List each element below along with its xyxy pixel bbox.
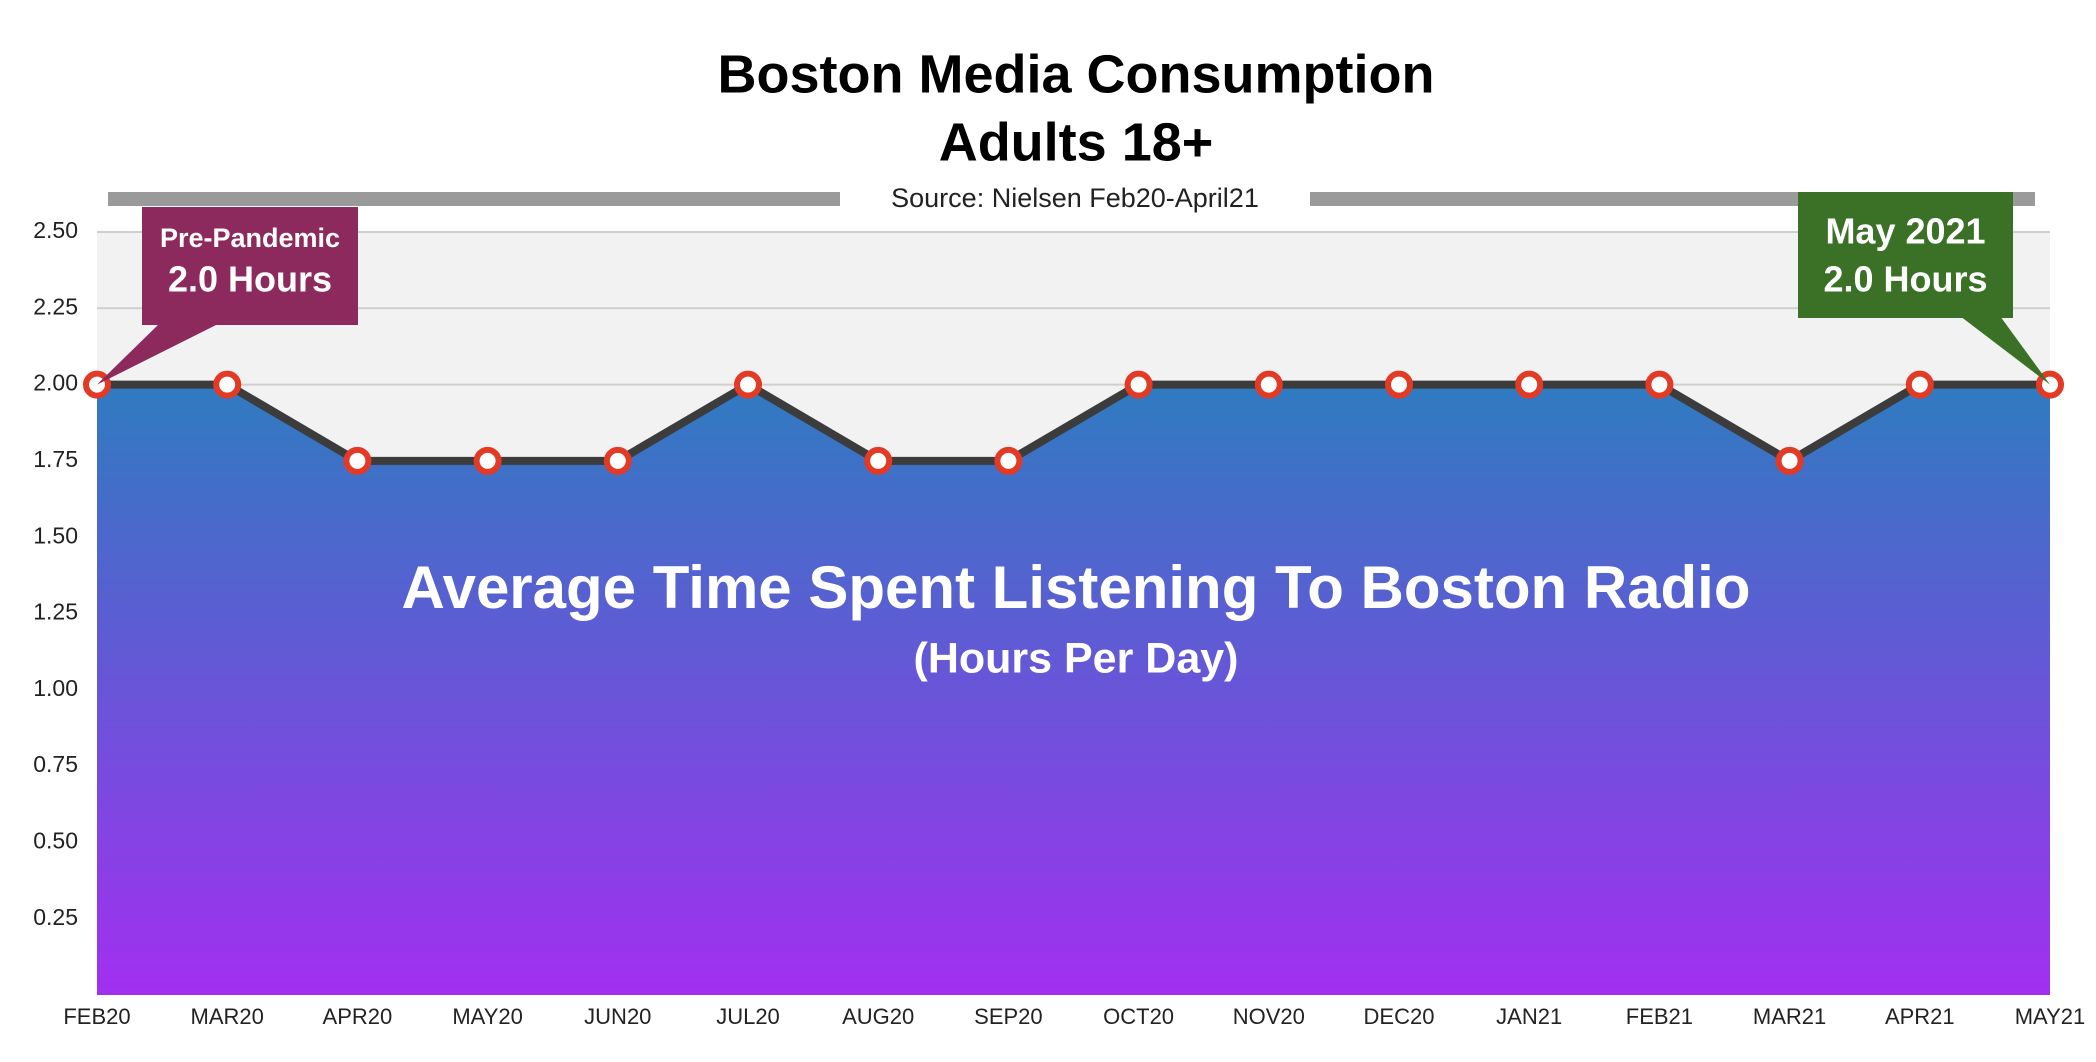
point-marker [1254, 370, 1283, 399]
x-tick-label: FEB20 [63, 1004, 130, 1029]
point-marker [1775, 446, 1804, 475]
y-tick-label: 1.25 [33, 599, 78, 625]
point-marker [864, 446, 893, 475]
area [97, 384, 2050, 996]
x-tick-label: DEC20 [1364, 1004, 1435, 1029]
callout-box [142, 207, 358, 325]
point-marker [1385, 370, 1413, 399]
y-tick-label: 2.25 [33, 293, 78, 319]
point-marker [603, 446, 632, 475]
chart-title: Boston Media Consumption [718, 44, 1435, 104]
callout-box [1798, 192, 2013, 318]
y-tick-label: 1.00 [33, 675, 78, 701]
callout-text: May 2021 [1825, 211, 1985, 252]
x-tick-label: APR21 [1885, 1004, 1955, 1029]
x-tick-label: FEB21 [1626, 1004, 1693, 1029]
center-sublabel: (Hours Per Day) [914, 634, 1239, 682]
y-tick-label: 2.00 [33, 370, 78, 396]
y-tick-label: 2.50 [33, 217, 78, 243]
line [97, 380, 2050, 465]
callout-text: 2.0 Hours [168, 259, 332, 300]
x-tick-label: MAR20 [191, 1004, 264, 1029]
source-background [840, 180, 1310, 218]
callout: May 2021 2.0 Hours [1798, 192, 2050, 385]
point-marker [213, 370, 242, 399]
y-tick-label: 1.50 [33, 522, 78, 548]
point-marker [1515, 370, 1544, 399]
callout-pointer [1960, 316, 2050, 385]
callout-pointer [97, 323, 220, 385]
source: Source: Nielsen Feb20-April21 [891, 183, 1259, 213]
point-marker [1905, 370, 1934, 399]
x-tick-label: JAN21 [1496, 1004, 1562, 1029]
x-tick-label: AUG20 [842, 1004, 914, 1029]
callout-text: Pre-Pandemic [160, 223, 340, 253]
y-tick-label: 0.75 [33, 751, 78, 777]
center-label: Average Time Spent Listening To Boston R… [401, 554, 1750, 621]
y-tick-label: 0.50 [33, 827, 78, 853]
x-tick-label: MAR21 [1753, 1004, 1826, 1029]
x-tick-label: OCT20 [1103, 1004, 1174, 1029]
point-marker [994, 446, 1023, 475]
x-tick-label: JUL20 [716, 1004, 780, 1029]
point-marker [1124, 370, 1153, 399]
y-tick-label: 0.25 [33, 904, 78, 930]
point-marker [343, 446, 372, 475]
point-marker [1645, 370, 1674, 399]
callout-text: 2.0 Hours [1823, 259, 1987, 300]
callout: Pre-Pandemic 2.0 Hours [97, 207, 358, 385]
x-tick-label: JUN20 [584, 1004, 651, 1029]
point-marker [473, 446, 502, 475]
x-tick-label: MAY20 [452, 1004, 523, 1029]
x-tick-label: NOV20 [1233, 1004, 1305, 1029]
x-tick-label: APR20 [323, 1004, 393, 1029]
x-tick-label: SEP20 [974, 1004, 1043, 1029]
point-marker [734, 370, 762, 399]
y-tick-label: 1.75 [33, 446, 78, 472]
chart-subtitle: Adults 18+ [939, 112, 1214, 172]
x-tick-label: MAY21 [2015, 1004, 2086, 1029]
